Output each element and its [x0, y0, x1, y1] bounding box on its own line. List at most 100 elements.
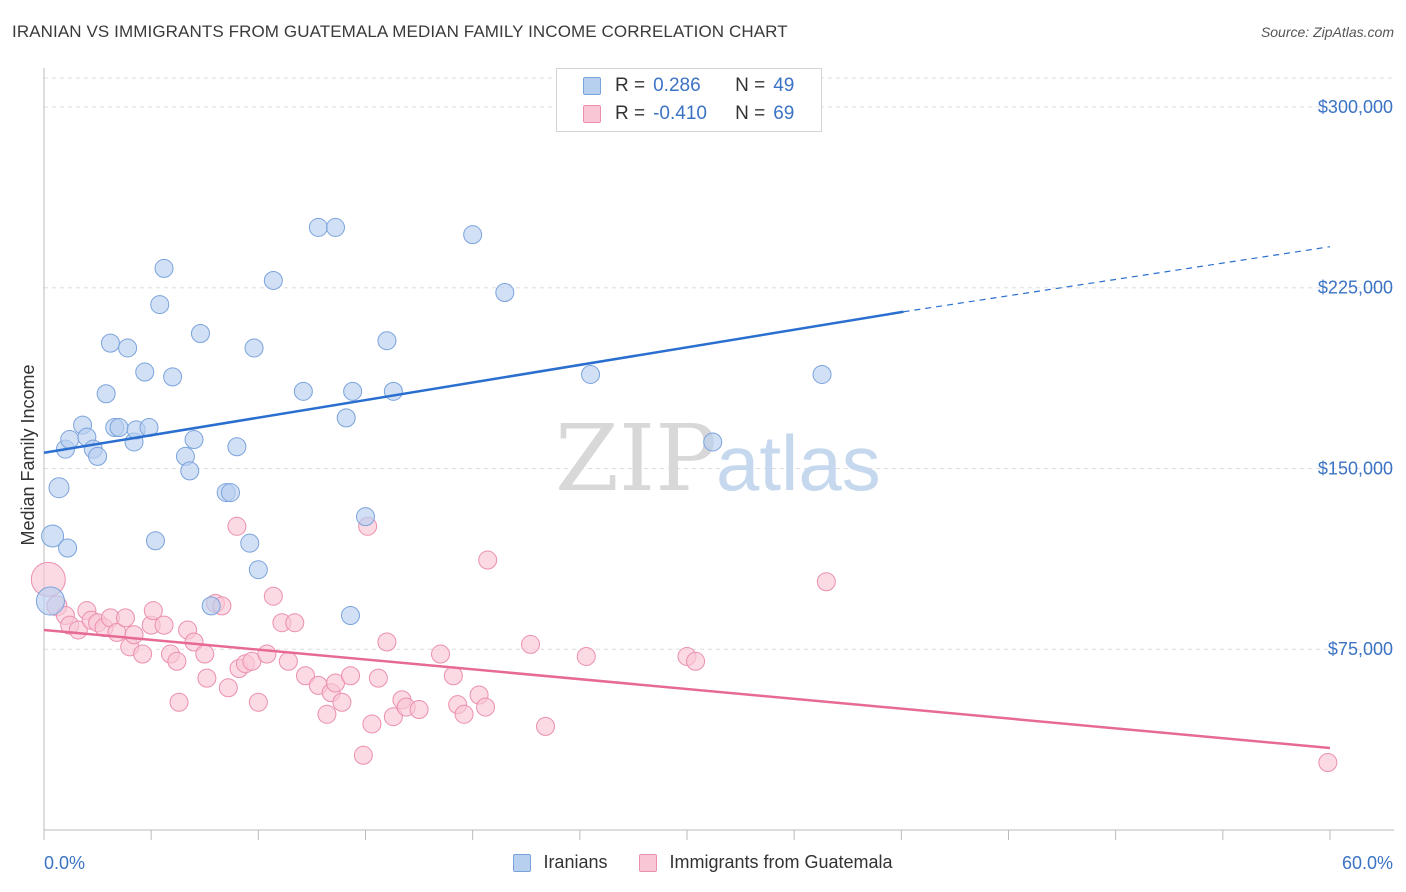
- watermark: ZIP atlas: [555, 405, 881, 512]
- iranians-point: [48, 477, 70, 499]
- y-tick-label: $150,000: [1318, 458, 1393, 478]
- guatemala-point: [686, 651, 706, 671]
- legend-swatch-pink: [583, 105, 601, 123]
- y-axis-label: Median Family Income: [18, 364, 38, 545]
- guatemala-point: [816, 572, 836, 592]
- guatemala-trend-line: [43, 628, 1331, 750]
- legend-r-value: -0.410: [653, 103, 707, 124]
- iranians-point: [248, 560, 268, 580]
- iranians-point: [240, 533, 260, 553]
- guatemala-point: [576, 646, 596, 666]
- iranians-point: [293, 381, 313, 401]
- guatemala-point: [431, 644, 451, 664]
- legend-n-value: 49: [773, 75, 795, 96]
- guatemala-point: [478, 550, 498, 570]
- iranians-point: [343, 381, 363, 401]
- legend-n-value: 69: [773, 103, 795, 124]
- y-tick-label: $300,000: [1318, 97, 1393, 117]
- guatemala-point: [169, 692, 189, 712]
- iranians-point: [336, 408, 356, 428]
- iranians-point: [812, 364, 832, 384]
- guatemala-point: [317, 704, 337, 724]
- y-tick-label: $75,000: [1328, 639, 1393, 659]
- legend-r-label: R =: [615, 75, 646, 96]
- trend-lines: [43, 246, 1331, 750]
- guatemala-point: [133, 644, 153, 664]
- y-tick-label: $225,000: [1318, 278, 1393, 298]
- iranians-point: [495, 283, 515, 303]
- axis-labels: $75,000 $150,000 $225,000 $300,000 0.0% 60.0%…: [18, 97, 1393, 873]
- legend-label-iranians: Iranians: [543, 852, 608, 872]
- guatemala-point: [340, 666, 360, 686]
- guatemala-point: [362, 714, 382, 734]
- iranians-point: [35, 586, 65, 616]
- series-legend: Iranians Immigrants from Guatemala: [0, 852, 1406, 873]
- guatemala-point: [476, 697, 496, 717]
- watermark-zip: ZIP: [555, 405, 717, 512]
- iranians-point: [41, 524, 65, 548]
- grid-lines: [44, 77, 1394, 650]
- guatemala-point: [353, 745, 373, 765]
- source-label: Source: ZipAtlas.com: [1260, 24, 1394, 40]
- axes: [43, 68, 1394, 840]
- iranians-point: [154, 258, 174, 278]
- guatemala-point: [197, 668, 217, 688]
- guatemala-point: [124, 625, 144, 645]
- x-tick-label: 0.0%: [44, 853, 85, 873]
- iranians-point: [163, 367, 183, 387]
- guatemala-point: [285, 613, 305, 633]
- iranians-point: [88, 446, 108, 466]
- legend-swatch-blue: [583, 77, 601, 95]
- legend-swatch-guatemala: [639, 853, 658, 872]
- iranians-point: [109, 417, 129, 437]
- iranians-point: [325, 217, 345, 237]
- iranians-point: [220, 483, 240, 503]
- iranians-point: [201, 596, 221, 616]
- legend-r-label: R =: [615, 103, 646, 124]
- iranians-trend-line: [43, 310, 904, 455]
- iranians-point: [190, 323, 210, 343]
- legend-item-iranians[interactable]: Iranians: [513, 852, 607, 873]
- guatemala-point: [332, 692, 352, 712]
- legend-r-value: 0.286: [653, 75, 701, 96]
- guatemala-point: [377, 632, 397, 652]
- iranians-point: [180, 461, 200, 481]
- guatemala-point: [248, 692, 268, 712]
- iranians-point: [463, 225, 483, 245]
- iranians-point: [60, 430, 80, 450]
- correlation-legend: R = 0.286 N = 49 R = -0.410 N = 69: [556, 68, 822, 132]
- iranians-trend-extension: [903, 246, 1331, 313]
- chart-title: IRANIAN VS IMMIGRANTS FROM GUATEMALA MED…: [12, 22, 788, 41]
- guatemala-point: [295, 666, 315, 686]
- guatemala-point: [143, 601, 163, 621]
- guatemala-point: [409, 699, 429, 719]
- iranians-point: [340, 605, 360, 625]
- guatemala-point: [154, 615, 174, 635]
- guatemala-point: [521, 634, 541, 654]
- iranians-point: [703, 432, 723, 452]
- iranians-point: [150, 295, 170, 315]
- iranians-point: [308, 217, 328, 237]
- iranians-point: [96, 384, 116, 404]
- iranians-point: [263, 270, 283, 290]
- legend-n-label: N =: [735, 103, 766, 124]
- guatemala-point: [263, 586, 283, 606]
- legend-item-guatemala[interactable]: Immigrants from Guatemala: [639, 852, 893, 873]
- iranians-point: [227, 437, 247, 457]
- guatemala-point: [536, 716, 556, 736]
- guatemala-point: [454, 704, 474, 724]
- guatemala-point: [443, 666, 463, 686]
- guatemala-point: [227, 516, 247, 536]
- guatemala-point: [383, 707, 403, 727]
- x-tick-label: 60.0%: [1342, 853, 1393, 873]
- iranians-point: [244, 338, 264, 358]
- legend-label-guatemala: Immigrants from Guatemala: [669, 852, 893, 872]
- iranians-point: [184, 430, 204, 450]
- pink-points: [30, 516, 1338, 773]
- guatemala-point: [1318, 753, 1338, 773]
- watermark-atlas: atlas: [716, 419, 881, 507]
- legend-row-guatemala: R = -0.410 N = 69: [583, 102, 794, 126]
- iranians-point: [118, 338, 138, 358]
- iranians-point: [581, 364, 601, 384]
